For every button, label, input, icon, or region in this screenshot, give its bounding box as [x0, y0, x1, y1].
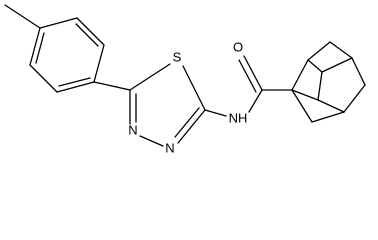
- cage-bond: [291, 89, 313, 123]
- cage-bond: [317, 99, 345, 113]
- ring-bond: [39, 17, 78, 29]
- ring-double-bond: [174, 107, 200, 138]
- ring-double-bond: [75, 23, 99, 47]
- cage-bond: [317, 71, 323, 101]
- ring-bond: [29, 27, 41, 66]
- atom-label: S: [173, 49, 182, 64]
- cage-bond: [351, 57, 366, 86]
- carbonyl-bond: [243, 55, 263, 91]
- methyl-bond: [4, 4, 41, 29]
- structure-diagram: S N N NH O: [4, 4, 366, 155]
- atom-label: N: [165, 140, 174, 155]
- atom-label: N: [128, 122, 137, 137]
- ring-bond: [76, 17, 105, 46]
- cage-bond: [311, 111, 345, 123]
- cage-bond: [291, 59, 309, 91]
- amide-bond: [204, 109, 227, 117]
- ring-bond: [93, 44, 105, 83]
- ring-bond: [56, 81, 95, 93]
- ring-bond: [177, 109, 206, 144]
- cage-bond: [343, 84, 366, 113]
- cage-bond: [307, 41, 331, 61]
- bonds: [4, 4, 366, 147]
- ring-double-bond: [35, 32, 45, 64]
- cage-bond: [307, 59, 323, 73]
- cage-bond: [329, 41, 353, 59]
- atom-label: NH: [229, 110, 248, 125]
- atom-labels: S N N NH O: [128, 39, 247, 155]
- aryl-bond: [93, 81, 131, 91]
- ring-bond: [139, 135, 164, 147]
- ring-double-bond: [58, 77, 91, 87]
- ring-bond: [129, 63, 171, 91]
- ring-bond: [182, 65, 206, 111]
- amide-bond: [248, 89, 263, 113]
- cage-bond: [291, 89, 319, 101]
- ring-bond: [29, 64, 58, 93]
- atom-label: O: [233, 39, 243, 54]
- carbonyl-double-bond: [238, 59, 257, 93]
- cage-bond: [321, 57, 353, 73]
